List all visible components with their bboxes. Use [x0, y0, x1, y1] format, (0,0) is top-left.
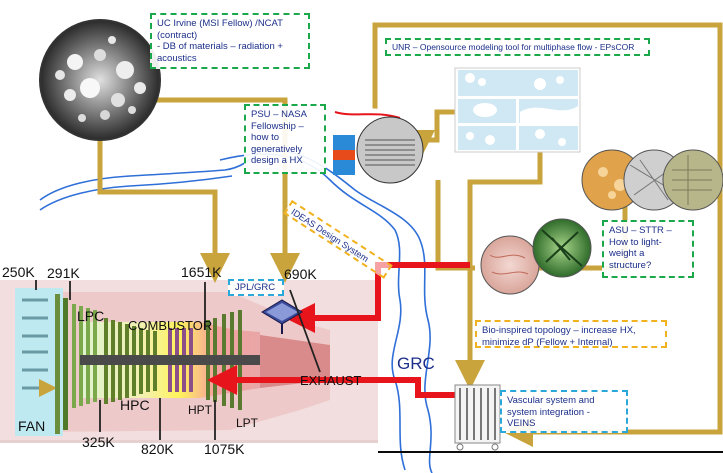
hpc-label: HPC	[120, 397, 150, 413]
heat-exchanger-image	[333, 108, 424, 184]
foam-material-image	[39, 19, 161, 141]
hpt-label: HPT	[188, 403, 212, 417]
blue-outline-arm	[39, 151, 261, 201]
asu-sttr-note: ASU – STTR – How to light-weight a struc…	[602, 220, 694, 278]
temp-1651k-label: 1651K	[181, 264, 222, 280]
bio-inspired-images	[480, 218, 592, 295]
grc-label: GRC	[397, 354, 435, 373]
bio-inspired-note: Bio-inspired topology – increase HX, min…	[475, 320, 667, 348]
exhaust-nozzle	[260, 335, 330, 388]
lpc-label: LPC	[77, 308, 105, 324]
unr-note: UNR – Opensource modeling tool for multi…	[385, 38, 650, 56]
temp-325k-label: 325K	[82, 434, 115, 450]
uci-ncat-note: UC Irvine (MSI Fellow) /NCAT (contract) …	[150, 13, 310, 69]
temp-291k-label: 291K	[47, 265, 80, 281]
combustor-label: COMBUSTOR	[128, 318, 213, 333]
temp-250k-label: 250K	[2, 264, 35, 280]
red-arrows	[207, 262, 470, 398]
leader-lines	[35, 280, 321, 440]
fan-blades	[55, 294, 68, 434]
veins-note: Vascular system and system integration -…	[500, 390, 628, 433]
multiphase-flow-panels	[454, 67, 581, 153]
fan-label: FAN	[18, 418, 46, 434]
temp-820k-label: 820K	[141, 441, 174, 457]
engine-shaft	[80, 355, 260, 365]
veins-hx-image	[454, 384, 501, 451]
exhaust-label: EXHAUST	[300, 373, 362, 388]
engine-cutaway	[0, 280, 378, 443]
temp-690k-label: 690K	[284, 266, 317, 282]
psu-nasa-note: PSU – NASA Fellowship – how to generativ…	[244, 104, 326, 174]
jpl-grc-device-image	[261, 299, 303, 334]
grc-river-right	[254, 148, 433, 473]
lattice-structure-images	[581, 149, 723, 211]
lpt-label: LPT	[236, 416, 259, 430]
temp-1075k-label: 1075K	[204, 441, 245, 457]
jpl-grc-note: JPL/GRC	[228, 279, 284, 296]
